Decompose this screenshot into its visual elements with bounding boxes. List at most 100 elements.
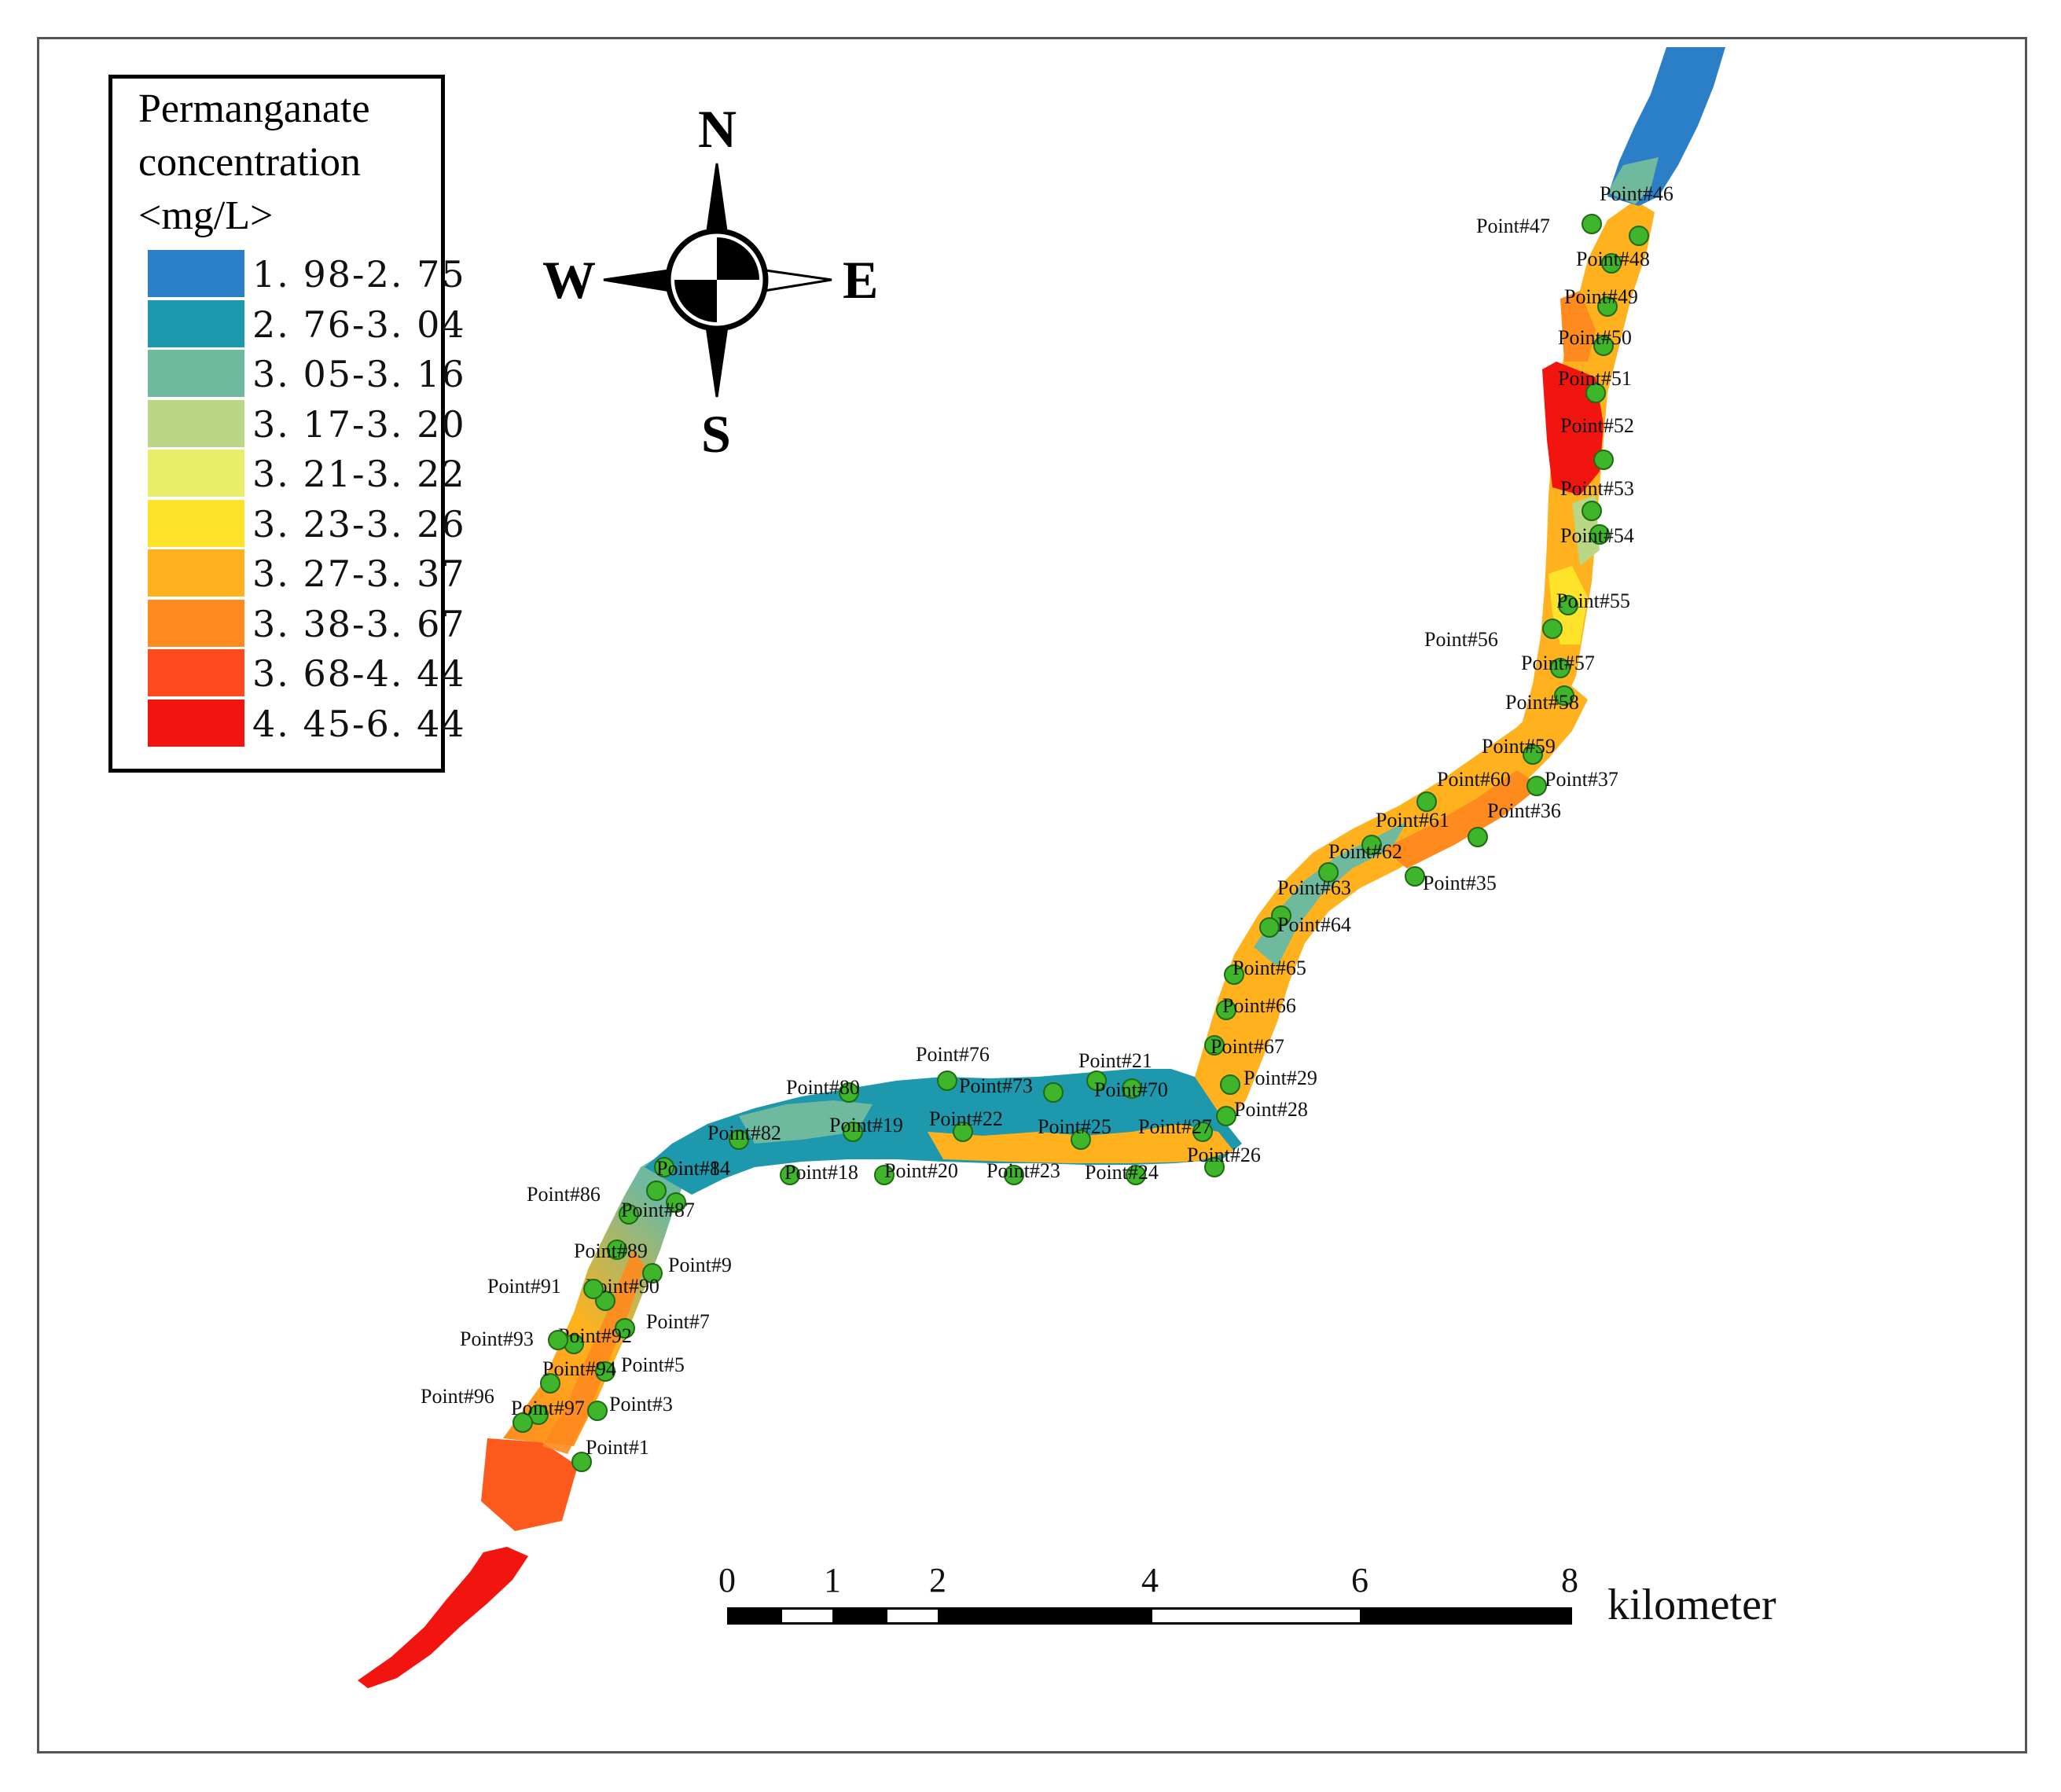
sample-point-marker [1122, 1078, 1142, 1099]
legend-label: 3. 38-3. 67 [252, 602, 466, 645]
legend-entry: 3. 05-3. 16 [148, 350, 465, 397]
scale-tick-label: 2 [929, 1561, 946, 1599]
legend-swatch [148, 350, 244, 397]
scale-bar-segment [1150, 1607, 1362, 1625]
sample-point-marker [1526, 776, 1547, 796]
sample-point-marker [1523, 744, 1543, 765]
legend-title: Permanganate concentration <mg/L> [138, 83, 370, 243]
scale-unit-label: kilometer [1607, 1581, 1776, 1629]
sample-point-label: Point#54 [1560, 524, 1634, 547]
sample-point-label: Point#55 [1556, 589, 1630, 612]
legend-label: 3. 68-4. 44 [252, 652, 466, 695]
sample-point-label: Point#28 [1234, 1098, 1308, 1121]
sample-point-label: Point#18 [784, 1161, 858, 1184]
sample-point-label: Point#19 [829, 1114, 903, 1137]
sample-point-marker [595, 1361, 615, 1382]
sample-point-label: Point#53 [1560, 477, 1634, 500]
legend-label: 1. 98-2. 75 [252, 253, 466, 296]
sample-point-label: Point#61 [1376, 809, 1449, 832]
sample-point-marker [646, 1181, 667, 1201]
sample-point-label: Point#93 [460, 1327, 534, 1350]
sample-point-marker [1204, 1035, 1225, 1056]
sample-point-label: Point#21 [1078, 1049, 1152, 1072]
sample-point-marker [1582, 214, 1602, 234]
sample-point-marker [607, 1239, 627, 1260]
legend-entry: 3. 17-3. 20 [148, 399, 465, 447]
scale-bar-segment [938, 1607, 1152, 1625]
map-frame [37, 37, 2027, 1753]
sample-point-marker [1416, 791, 1437, 812]
sample-point-label: Point#23 [986, 1159, 1060, 1182]
sample-point-label: Point#65 [1233, 957, 1306, 979]
sample-point-marker [937, 1070, 957, 1091]
legend-label: 3. 27-3. 37 [252, 553, 466, 595]
scale-bar-segment [885, 1607, 940, 1625]
scale-bar-segment [780, 1607, 835, 1625]
sample-point-marker [1086, 1070, 1107, 1091]
sample-point-label: Point#47 [1476, 215, 1550, 237]
sample-point-label: Point#63 [1277, 876, 1351, 899]
river-middle-orange [1383, 770, 1541, 868]
sample-point-label: Point#24 [1085, 1161, 1159, 1184]
sample-point-marker [839, 1082, 859, 1103]
sample-point-marker [1224, 964, 1244, 985]
sample-point-label: Point#29 [1244, 1067, 1317, 1089]
legend-label: 4. 45-6. 44 [252, 702, 466, 745]
legend-swatch [148, 649, 244, 696]
sample-point-label: Point#67 [1211, 1035, 1284, 1058]
compass-n-label: N [698, 99, 737, 159]
legend-title-line: Permanganate [138, 86, 370, 131]
sample-point-marker [1192, 1122, 1213, 1142]
sample-point-marker [1204, 1157, 1225, 1177]
compass-s-label: S [701, 404, 731, 464]
scale-tick-label: 4 [1141, 1561, 1159, 1599]
sample-point-marker [1558, 595, 1578, 615]
sample-point-marker [1043, 1082, 1064, 1103]
legend-entry: 3. 38-3. 67 [148, 599, 465, 647]
legend-entry: 3. 21-3. 22 [148, 450, 465, 497]
legend-entry: 3. 27-3. 37 [148, 549, 465, 597]
sample-point-label: Point#73 [959, 1074, 1033, 1097]
sample-point-marker [1593, 450, 1614, 470]
sample-point-label: Point#48 [1576, 248, 1650, 270]
sample-point-marker [540, 1373, 560, 1394]
sample-point-marker [1216, 1106, 1236, 1126]
sample-point-marker [615, 1318, 635, 1338]
legend-label: 3. 23-3. 26 [252, 502, 466, 545]
north-arrow [603, 163, 832, 398]
sample-point-label: Point#36 [1487, 799, 1561, 822]
sample-point-marker [1542, 619, 1563, 639]
sample-point-label: Point#22 [929, 1107, 1003, 1130]
sample-point-label: Point#66 [1222, 994, 1296, 1017]
sample-point-marker [1629, 226, 1649, 246]
sample-point-marker [1259, 917, 1280, 938]
legend-title-line: concentration [138, 140, 361, 185]
scale-tick-label: 6 [1351, 1561, 1368, 1599]
sample-point-label: Point#70 [1094, 1078, 1168, 1101]
sample-point-marker [1361, 835, 1382, 855]
sample-point-label: Point#94 [542, 1357, 616, 1380]
sample-point-label: Point#97 [511, 1397, 585, 1419]
river-lower-core [542, 1250, 645, 1454]
sample-point-marker [1004, 1165, 1024, 1185]
legend-entry: 4. 45-6. 44 [148, 699, 465, 747]
sample-point-marker [654, 1157, 674, 1177]
sample-point-label: Point#20 [884, 1159, 958, 1182]
legend-swatch [148, 450, 244, 497]
sample-point-label: Point#57 [1521, 652, 1595, 674]
sample-point-label: Point#80 [786, 1076, 860, 1099]
sample-point-marker [1550, 658, 1571, 678]
legend-title-line: <mg/L> [138, 193, 274, 238]
river-tail [358, 1547, 528, 1688]
river-middle-cool [1254, 821, 1407, 967]
sample-point-label: Point#89 [574, 1239, 648, 1262]
sample-point-marker [1468, 827, 1488, 847]
sample-point-marker [1126, 1165, 1146, 1185]
sample-point-marker [666, 1192, 686, 1213]
river-bend-teal [739, 1100, 873, 1144]
sample-point-label: Point#76 [916, 1043, 990, 1066]
legend-swatch [148, 699, 244, 747]
scale-bar-segment [727, 1607, 782, 1625]
legend-swatch [148, 549, 244, 597]
